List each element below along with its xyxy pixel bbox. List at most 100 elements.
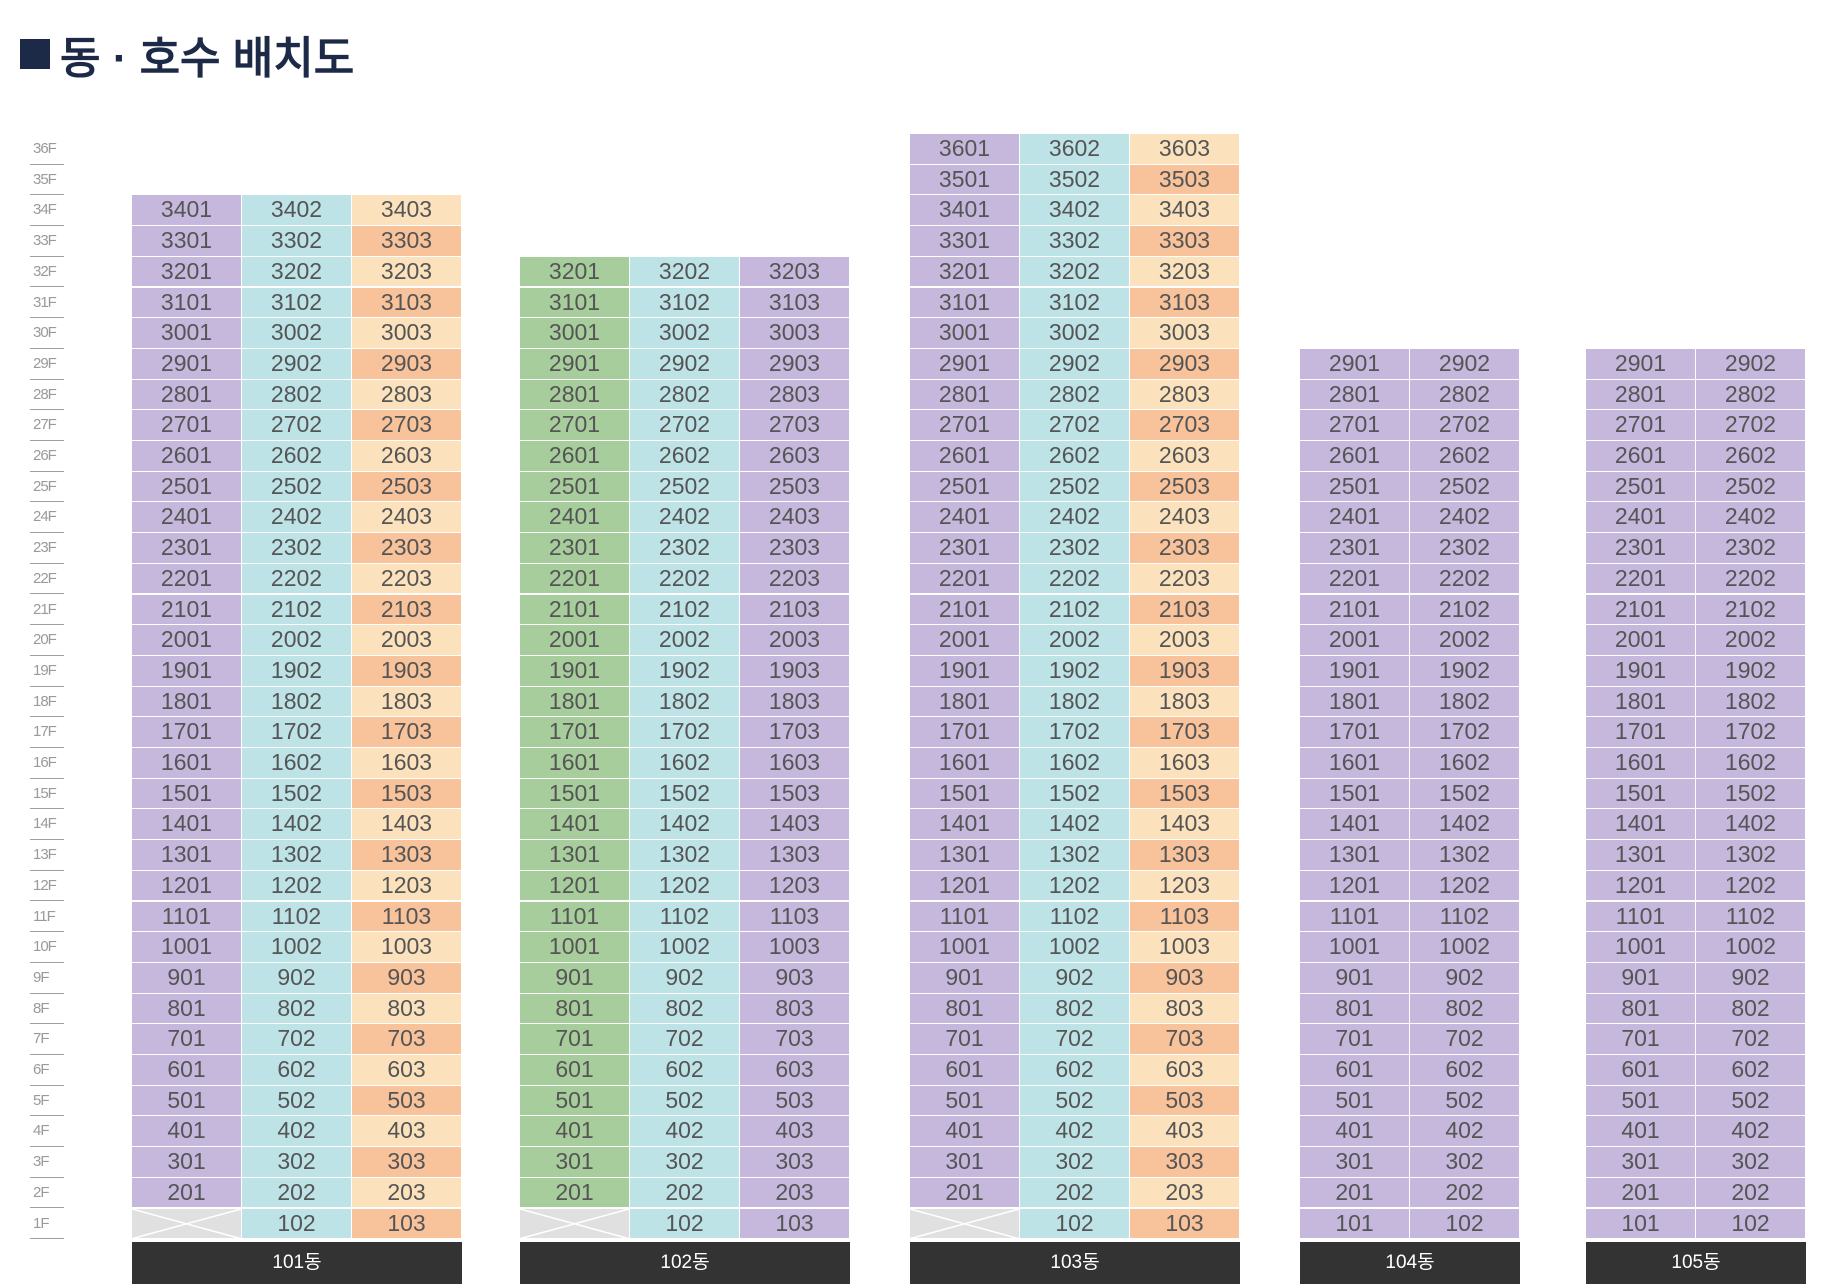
unit-cell: 602: [242, 1055, 352, 1086]
unit-cell: 2302: [1410, 533, 1520, 564]
unit-cell: 1903: [352, 655, 462, 687]
unit-cell: 2801: [1300, 379, 1410, 411]
unit-cell: 2103: [352, 594, 462, 626]
unit-cell: 501: [520, 1085, 630, 1117]
unit-cell: 3502: [1020, 164, 1130, 196]
unit-cell: 3002: [1020, 318, 1130, 349]
unit-cell: 1403: [740, 809, 850, 841]
floor-label: 23F: [30, 533, 64, 564]
unit-cell: 2502: [1696, 471, 1806, 503]
unit-cell: 1001: [910, 932, 1020, 963]
unit-cell: 1801: [1586, 686, 1696, 718]
unit-cell: 3303: [352, 226, 462, 257]
unit-cell: 101: [1300, 1208, 1410, 1240]
unit-cell: 803: [352, 993, 462, 1025]
unit-cell: 2501: [1300, 471, 1410, 503]
unit-cell: 2801: [910, 379, 1020, 411]
unit-cell: 2103: [740, 594, 850, 626]
floor-label: 12F: [30, 871, 64, 902]
unit-cell: 1501: [910, 778, 1020, 810]
unit-cell: 201: [1586, 1177, 1696, 1209]
unit-cell: 1901: [520, 655, 630, 687]
unit-cell: 3001: [132, 318, 242, 349]
unit-cell: 1002: [242, 932, 352, 963]
unit-cell: 203: [740, 1177, 850, 1209]
floor-label: 17F: [30, 717, 64, 748]
unit-cell: 302: [1696, 1147, 1806, 1178]
unit-cell: 1502: [242, 778, 352, 810]
floor-label: 6F: [30, 1055, 64, 1086]
unit-cell: 2502: [630, 471, 740, 503]
unit-cell: 903: [352, 962, 462, 994]
unit-cell: 1201: [520, 870, 630, 902]
unit-cell: 2701: [910, 410, 1020, 441]
unit-cell: 2603: [1130, 441, 1240, 472]
unit-cell: 2802: [1410, 379, 1520, 411]
unit-cell: 2801: [520, 379, 630, 411]
unit-cell: 602: [1696, 1055, 1806, 1086]
unit-cell: 1003: [1130, 932, 1240, 963]
unit-cell: 303: [352, 1147, 462, 1178]
unit-cell: 2602: [630, 441, 740, 472]
unit-cell: 802: [630, 993, 740, 1025]
floor-label: 1F: [30, 1209, 64, 1240]
unit-cell: 1503: [352, 778, 462, 810]
unit-cell: 2401: [520, 502, 630, 534]
floor-label: 11F: [30, 902, 64, 933]
unit-cell: 2001: [1300, 625, 1410, 656]
unit-cell: 1802: [1410, 686, 1520, 718]
unit-cell: 1101: [910, 901, 1020, 933]
unit-cell: 2901: [910, 348, 1020, 380]
unit-cell: 3202: [1020, 256, 1130, 288]
floor-label: 35F: [30, 165, 64, 196]
unit-cell: 1303: [740, 840, 850, 871]
unit-cell: 201: [1300, 1177, 1410, 1209]
unit-cell: 1901: [910, 655, 1020, 687]
unit-cell: 1402: [242, 809, 352, 841]
unit-cell: 2503: [352, 471, 462, 503]
floor-label: 3F: [30, 1147, 64, 1178]
unit-cell: 3301: [910, 226, 1020, 257]
unit-cell: 3102: [242, 287, 352, 319]
unit-cell: 1202: [242, 870, 352, 902]
unit-cell: 1101: [132, 901, 242, 933]
unit-cell: 1003: [740, 932, 850, 963]
unit-cell: 702: [630, 1024, 740, 1055]
floor-label: 34F: [30, 195, 64, 227]
unit-cell: 702: [1410, 1024, 1520, 1055]
unit-cell: 1202: [1020, 870, 1130, 902]
unit-cell: 2001: [132, 625, 242, 656]
unit-cell: 203: [1130, 1177, 1240, 1209]
unit-cell: 2101: [520, 594, 630, 626]
unit-cell: 3101: [132, 287, 242, 319]
unit-cell: 2503: [740, 471, 850, 503]
unit-cell: 2403: [352, 502, 462, 534]
unit-cell: 1402: [1020, 809, 1130, 841]
unit-cell: 2101: [1300, 594, 1410, 626]
unit-cell: 1702: [1410, 717, 1520, 748]
unit-cell: 1101: [520, 901, 630, 933]
unit-cell: 903: [1130, 962, 1240, 994]
unit-cell: 2402: [1020, 502, 1130, 534]
unit-cell: 1401: [910, 809, 1020, 841]
unit-cell: 103: [740, 1208, 850, 1240]
unit-cell: 1502: [1020, 778, 1130, 810]
unit-cell: 601: [132, 1055, 242, 1086]
unit-cell: 2203: [1130, 563, 1240, 595]
unit-cell: 1702: [1696, 717, 1806, 748]
unit-cell: 1801: [1300, 686, 1410, 718]
building-label: 105동: [1586, 1242, 1806, 1285]
unit-cell: 1302: [1410, 840, 1520, 871]
unit-cell: 1701: [1300, 717, 1410, 748]
unit-cell: 1403: [352, 809, 462, 841]
unit-cell: 1703: [1130, 717, 1240, 748]
unit-cell: 1101: [1300, 901, 1410, 933]
unit-cell: 503: [352, 1085, 462, 1117]
unit-cell: 2001: [520, 625, 630, 656]
unit-cell: 1002: [630, 932, 740, 963]
unit-cell: 3101: [910, 287, 1020, 319]
unit-cell: 801: [1586, 993, 1696, 1025]
unit-cell: 2301: [1300, 533, 1410, 564]
empty-unit-cell: [910, 1208, 1020, 1240]
unit-cell: 802: [242, 993, 352, 1025]
